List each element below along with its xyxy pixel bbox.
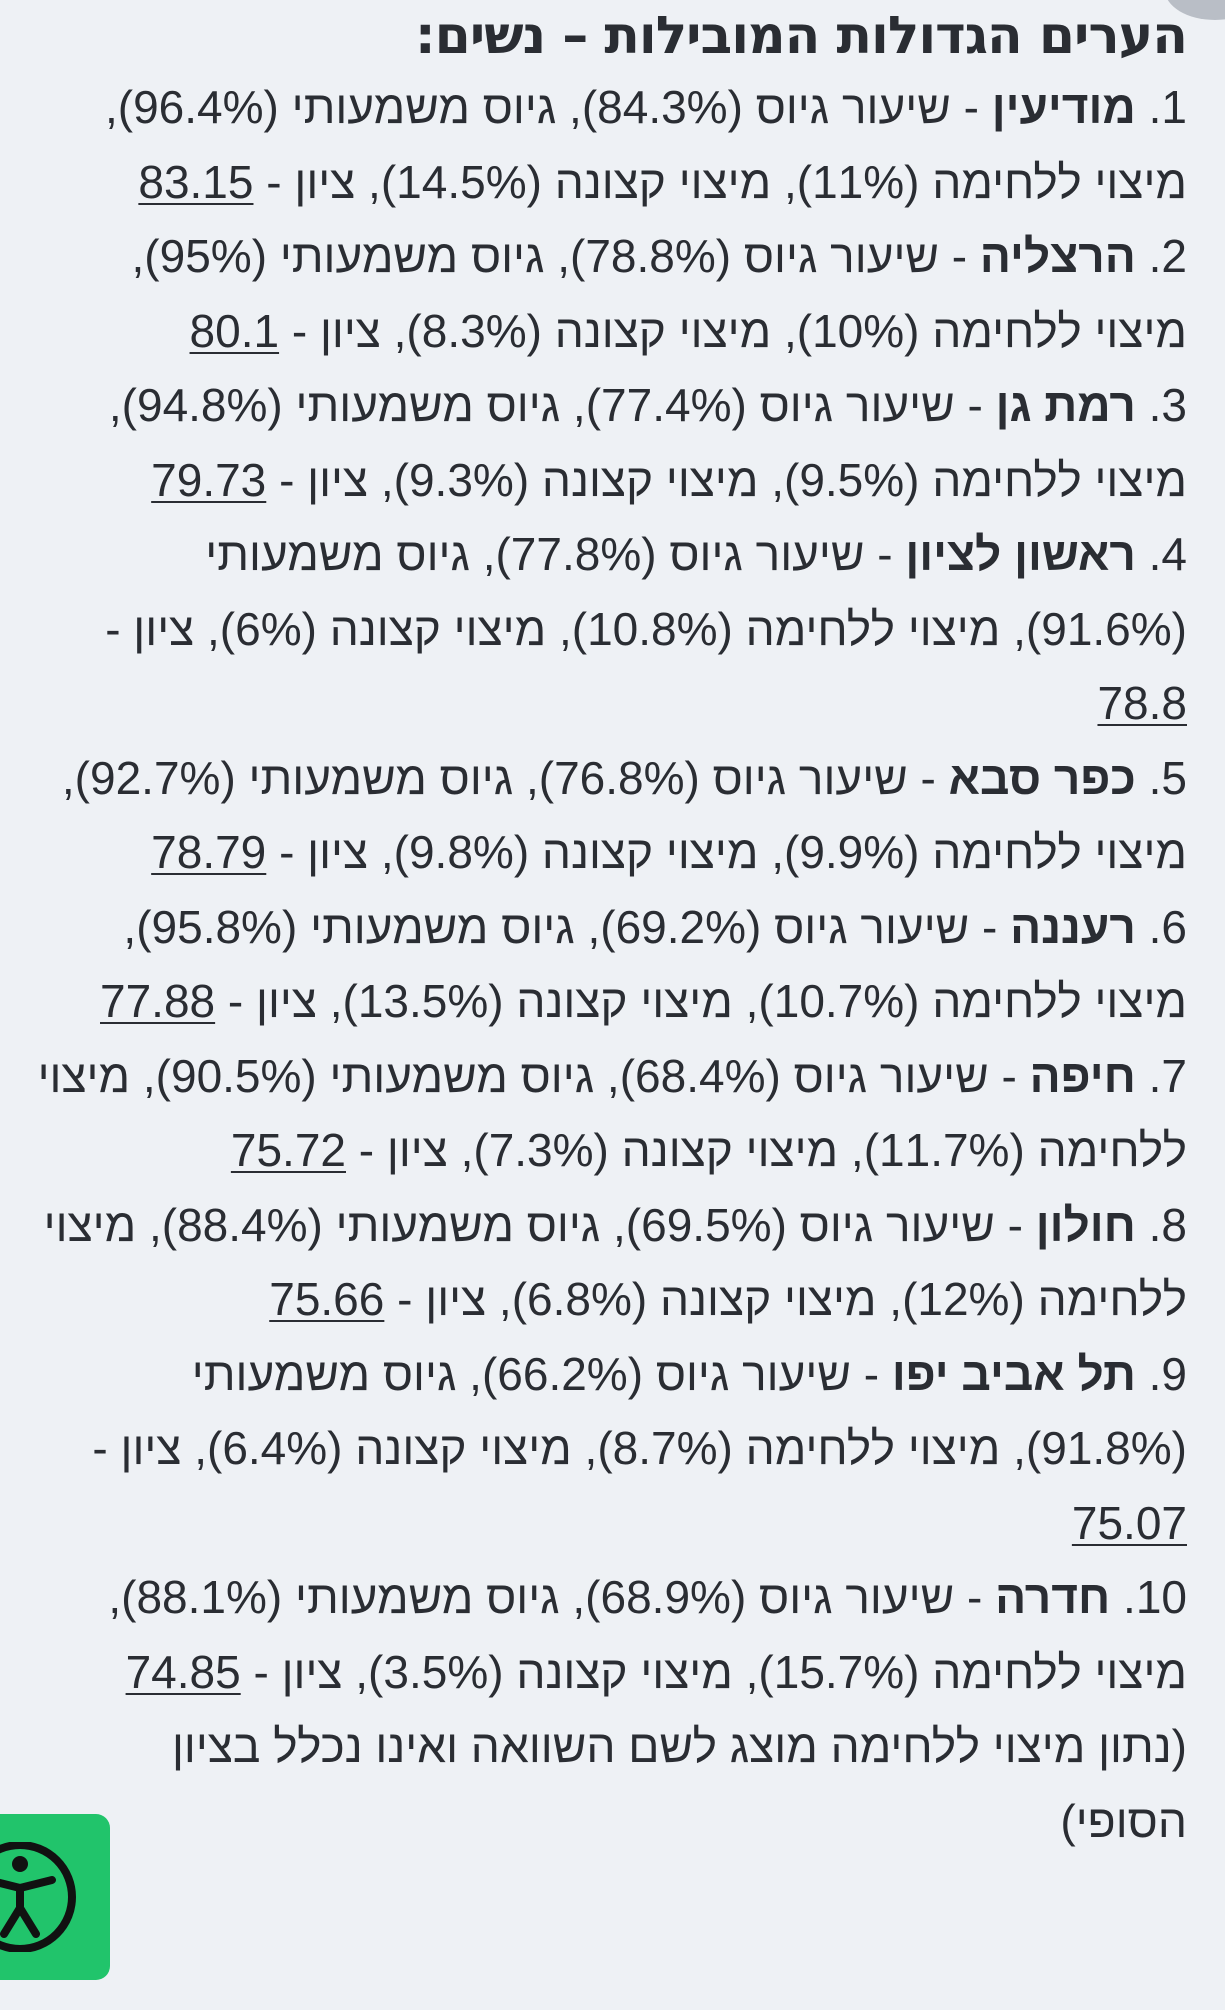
item-details: שיעור גיוס (68.9%), גיוס משמעותי (88.1%)… [108, 1571, 1187, 1698]
score-link[interactable]: 75.66 [269, 1273, 385, 1325]
item-details: שיעור גיוס (69.2%), גיוס משמעותי (95.8%)… [123, 900, 1187, 1028]
list-item: 5. כפר סבא - שיעור גיוס (76.8%), גיוס מש… [61, 751, 1187, 879]
score-link[interactable]: 74.85 [125, 1645, 241, 1698]
score-link[interactable]: 75.72 [230, 1124, 346, 1176]
item-details: שיעור גיוס (77.4%), גיוס משמעותי (94.8%)… [108, 379, 1187, 506]
item-details: שיעור גיוס (76.8%), גיוס משמעותי (92.7%)… [61, 751, 1187, 879]
item-details: שיעור גיוס (77.8%), גיוס משמעותי (91.6%)… [105, 528, 1187, 655]
list-item: 10. חדרה - שיעור גיוס (68.9%), גיוס משמע… [108, 1571, 1187, 1698]
city-name: רמת גן [995, 379, 1136, 431]
article-body: הערים הגדולות המובילות – נשים: 1. מודיעי… [37, 0, 1188, 1858]
city-name: רעננה [1010, 900, 1136, 953]
item-number: 6. [1148, 900, 1187, 953]
list-item: 2. הרצליה - שיעור גיוס (78.8%), גיוס משמ… [131, 230, 1187, 357]
item-details: שיעור גיוס (66.2%), גיוס משמעותי (91.8%)… [92, 1347, 1187, 1475]
city-name: ראשון לציון [905, 528, 1136, 580]
list-item: 8. חולון - שיעור גיוס (69.5%), גיוס משמע… [43, 1198, 1187, 1326]
city-name: חולון [1035, 1198, 1136, 1251]
score-link[interactable]: 77.88 [100, 975, 216, 1027]
item-details: שיעור גיוס (68.4%), גיוס משמעותי (90.5%)… [37, 1049, 1187, 1177]
score-link[interactable]: 83.15 [138, 155, 254, 208]
list-item: 9. תל אביב יפו - שיעור גיוס (66.2%), גיו… [92, 1347, 1187, 1549]
list-item: 7. חיפה - שיעור גיוס (68.4%), גיוס משמעו… [37, 1049, 1187, 1177]
score-link[interactable]: 79.73 [151, 453, 267, 506]
item-number: 8. [1148, 1198, 1187, 1251]
city-name: חיפה [1029, 1049, 1136, 1102]
list-item: 4. ראשון לציון - שיעור גיוס (77.8%), גיו… [105, 528, 1187, 729]
city-name: תל אביב יפו [891, 1347, 1136, 1400]
item-number: 1. [1148, 81, 1187, 133]
item-number: 3. [1148, 379, 1187, 431]
page-title: הערים הגדולות המובילות – נשים: [414, 6, 1188, 66]
item-details: שיעור גיוס (78.8%), גיוס משמעותי (95%), … [131, 230, 1187, 357]
item-number: 2. [1148, 230, 1187, 282]
footnote: (נתון מיצוי ללחימה מוצג לשם השוואה ואינו… [171, 1720, 1187, 1847]
item-number: 10. [1123, 1571, 1187, 1623]
list-item: 1. מודיעין - שיעור גיוס (84.3%), גיוס מש… [104, 81, 1187, 208]
item-details: שיעור גיוס (69.5%), גיוס משמעותי (88.4%)… [43, 1198, 1187, 1326]
accessibility-person-icon [0, 1842, 96, 1952]
list-item: 6. רעננה - שיעור גיוס (69.2%), גיוס משמע… [100, 900, 1187, 1028]
item-number: 9. [1148, 1347, 1187, 1400]
city-name: כפר סבא [948, 751, 1136, 804]
cities-ranking-list: 1. מודיעין - שיעור גיוס (84.3%), גיוס מש… [37, 70, 1187, 1709]
item-details: שיעור גיוס (84.3%), גיוס משמעותי (96.4%)… [104, 81, 1187, 208]
score-link[interactable]: 78.79 [151, 826, 267, 878]
city-name: הרצליה [979, 230, 1136, 282]
score-link[interactable]: 75.07 [1071, 1496, 1187, 1549]
score-link[interactable]: 80.1 [189, 304, 280, 357]
item-number: 7. [1148, 1049, 1187, 1102]
accessibility-button[interactable] [0, 1814, 110, 1980]
item-number: 4. [1148, 528, 1187, 580]
item-number: 5. [1148, 751, 1187, 804]
list-item: 3. רמת גן - שיעור גיוס (77.4%), גיוס משמ… [108, 379, 1187, 506]
city-name: חדרה [995, 1571, 1111, 1623]
score-link[interactable]: 78.8 [1097, 677, 1187, 729]
city-name: מודיעין [991, 81, 1136, 133]
